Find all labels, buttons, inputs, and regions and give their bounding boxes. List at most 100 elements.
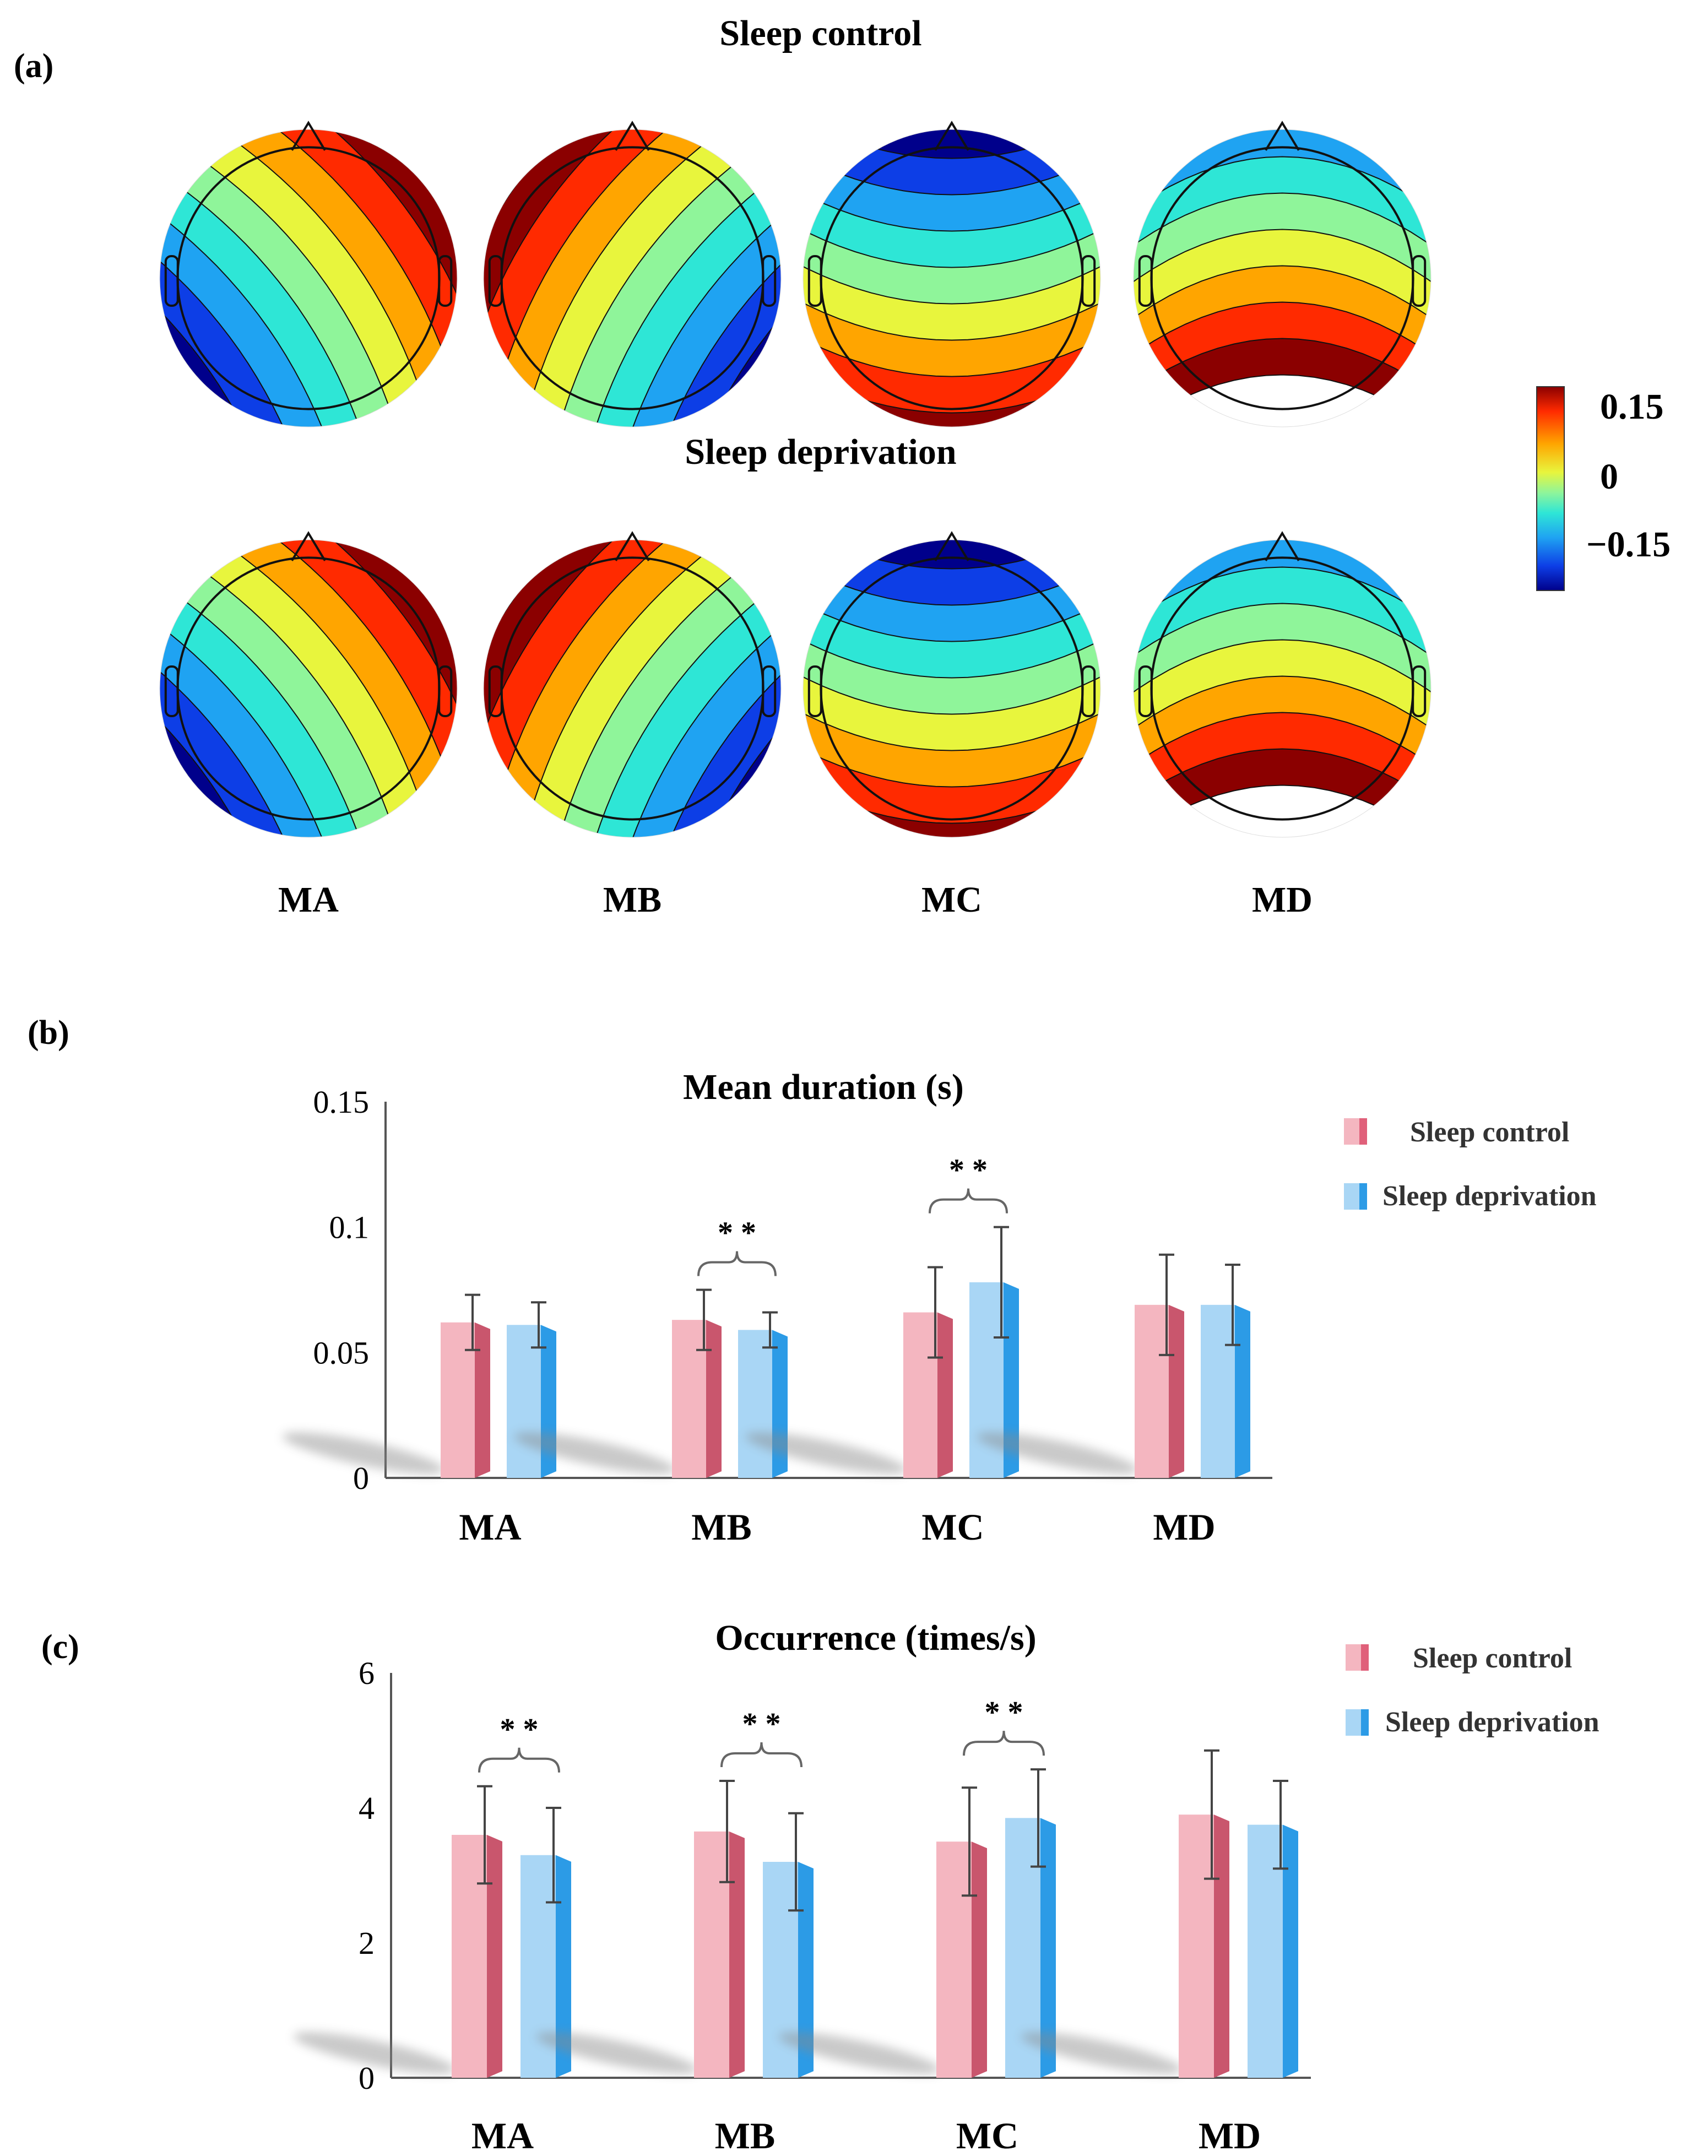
- colorbar-max-label: 0.15: [1600, 387, 1664, 427]
- bar-shadow: [778, 2032, 940, 2074]
- x-tick-label: MD: [1199, 2115, 1261, 2156]
- topo-map: [803, 121, 1101, 427]
- bar-side: [556, 1855, 571, 2078]
- bar-shadow: [514, 1432, 676, 1474]
- x-tick-label: MD: [1153, 1506, 1215, 1548]
- map-label-mc: MC: [921, 880, 982, 920]
- significance-label: * *: [742, 1707, 781, 1741]
- occurrence-chart: 0 2 4 6 MA * * MB * * MC * * MD: [294, 1655, 1311, 2156]
- bar-side: [1235, 1304, 1250, 1478]
- x-tick-label: MC: [956, 2115, 1018, 2156]
- legend-c-swatch-deprivation-side: [1361, 1709, 1369, 1736]
- significance-label: * *: [718, 1216, 756, 1250]
- legend-b-swatch-control-side: [1359, 1118, 1367, 1145]
- bar: [903, 1312, 937, 1478]
- bar: [1179, 1814, 1214, 2078]
- topo-map: [1133, 531, 1432, 838]
- significance-label: * *: [500, 1713, 539, 1747]
- mean-duration-chart: 0 0.05 0.1 0.15 MA MB * * MC * * MD: [283, 1084, 1272, 1548]
- bar-shadow: [977, 1432, 1138, 1474]
- significance-label: * *: [985, 1695, 1023, 1730]
- bar-side: [706, 1320, 722, 1478]
- y-tick-label: 4: [359, 1790, 375, 1826]
- bar: [507, 1325, 541, 1478]
- significance-bracket: [720, 1742, 803, 1768]
- significance-bracket: [697, 1251, 777, 1276]
- y-tick-label: 0: [359, 2060, 375, 2096]
- bar-side: [729, 1831, 745, 2078]
- significance-bracket: [963, 1731, 1045, 1756]
- bar: [1201, 1304, 1235, 1478]
- bar: [738, 1330, 772, 1478]
- bar-shadow: [536, 2032, 698, 2074]
- x-tick-label: MB: [715, 2115, 776, 2156]
- significance-bracket: [478, 1747, 560, 1773]
- row-title-deprivation: Sleep deprivation: [685, 432, 956, 472]
- bar: [452, 1835, 487, 2078]
- bar-shadow: [283, 1432, 444, 1474]
- bar: [936, 1841, 972, 2078]
- legend-b-swatch-deprivation: [1344, 1183, 1359, 1210]
- bar-side: [1214, 1814, 1229, 2078]
- topo-map: [803, 531, 1101, 838]
- bar: [1248, 1824, 1283, 2078]
- bar-side: [772, 1330, 788, 1478]
- x-tick-label: MA: [471, 2115, 534, 2156]
- y-tick-label: 0: [353, 1460, 369, 1496]
- topo-map: [159, 121, 458, 427]
- legend-c-swatch-control: [1346, 1644, 1361, 1671]
- legend-c-label-control: Sleep control: [1413, 1643, 1572, 1674]
- legend-c-label-deprivation: Sleep deprivation: [1385, 1707, 1599, 1738]
- bar-side: [798, 1862, 814, 2078]
- chart-b-title: Mean duration (s): [683, 1067, 964, 1107]
- bar-shadow: [1021, 2032, 1183, 2074]
- x-tick-label: MA: [459, 1506, 521, 1548]
- bar: [1135, 1304, 1169, 1478]
- colorbar-mid-label: 0: [1600, 457, 1618, 497]
- bar-side: [1004, 1282, 1019, 1478]
- colorbar: [1536, 386, 1565, 591]
- bar: [441, 1322, 475, 1478]
- legend-b-swatch-control: [1344, 1118, 1359, 1145]
- topo-map: [1133, 121, 1432, 427]
- bar: [694, 1831, 729, 2078]
- panel-b-label: (b): [28, 1014, 69, 1052]
- bar-side: [1040, 1818, 1056, 2078]
- y-tick-label: 6: [359, 1655, 375, 1691]
- topo-map: [159, 531, 458, 838]
- map-label-ma: MA: [278, 880, 339, 920]
- legend-b-label-deprivation: Sleep deprivation: [1382, 1180, 1597, 1212]
- legend-b: Sleep control Sleep deprivation: [1344, 1117, 1597, 1212]
- y-tick-label: 0.05: [313, 1335, 370, 1370]
- row-title-control: Sleep control: [719, 13, 921, 53]
- colorbar-min-label: −0.15: [1586, 524, 1671, 565]
- legend-c-swatch-deprivation: [1346, 1709, 1361, 1736]
- y-tick-label: 0.15: [313, 1084, 370, 1120]
- chart-c-title: Occurrence (times/s): [715, 1618, 1036, 1658]
- panel-c-label: (c): [41, 1628, 79, 1666]
- legend-b-label-control: Sleep control: [1410, 1117, 1569, 1148]
- x-tick-label: MC: [921, 1506, 984, 1548]
- bar-side: [475, 1322, 490, 1478]
- significance-bracket: [929, 1188, 1008, 1214]
- y-tick-label: 2: [359, 1925, 375, 1961]
- legend-b-swatch-deprivation-side: [1359, 1183, 1367, 1210]
- bar: [672, 1320, 706, 1478]
- legend-c: Sleep control Sleep deprivation: [1346, 1643, 1599, 1738]
- map-label-md: MD: [1252, 880, 1313, 920]
- x-tick-label: MB: [691, 1506, 752, 1548]
- panel-a-label: (a): [14, 47, 53, 85]
- y-tick-label: 0.1: [329, 1210, 370, 1245]
- bar-side: [972, 1841, 987, 2078]
- bar-side: [1283, 1824, 1298, 2078]
- bar-shadow: [294, 2032, 456, 2074]
- bar-side: [937, 1312, 953, 1478]
- map-label-mb: MB: [603, 880, 661, 920]
- bar-shadow: [745, 1432, 907, 1474]
- bar-side: [1169, 1304, 1184, 1478]
- bar-side: [487, 1835, 502, 2078]
- legend-c-swatch-control-side: [1361, 1644, 1369, 1671]
- topographic-maps: [159, 121, 1432, 838]
- significance-label: * *: [949, 1153, 988, 1188]
